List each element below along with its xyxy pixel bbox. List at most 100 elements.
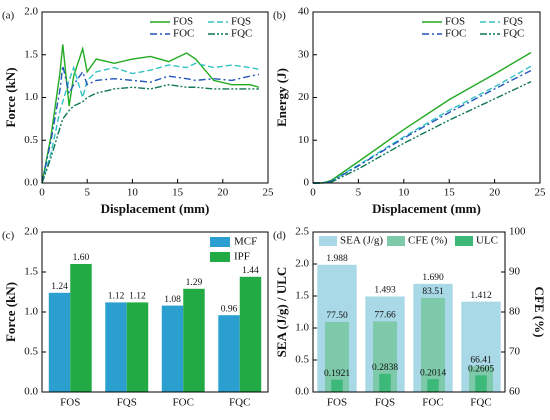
y-tick-label: 1.0 xyxy=(295,322,309,334)
value-label: 1.690 xyxy=(422,273,444,283)
bar xyxy=(70,264,92,392)
legend-label: FQS xyxy=(231,16,251,28)
legend-label: FOS xyxy=(173,16,193,28)
y-tick-label: 0.0 xyxy=(295,386,309,398)
y-tick-label: 1.0 xyxy=(24,91,38,103)
x-tick-label: FQS xyxy=(117,397,137,409)
line xyxy=(41,44,260,184)
bar xyxy=(218,315,240,392)
y-axis-title: Force (kN) xyxy=(3,67,18,127)
value-label: 1.08 xyxy=(164,295,181,305)
x-tick-label: 10 xyxy=(127,187,139,199)
legend-label: IPF xyxy=(234,251,250,263)
bar xyxy=(379,373,391,392)
plot-frame xyxy=(41,231,269,393)
bar xyxy=(161,305,184,392)
legend-swatch xyxy=(210,237,230,247)
y-tick-label: 0.0 xyxy=(24,177,38,189)
bar xyxy=(48,292,71,392)
x-axis-title: Displacement (mm) xyxy=(101,201,210,216)
line xyxy=(41,62,260,184)
y-tick-label: 0 xyxy=(304,177,310,189)
y2-tick-label: 80 xyxy=(509,306,521,318)
plot-frame xyxy=(312,231,506,393)
bar xyxy=(105,302,127,392)
legend-label: ULC xyxy=(476,235,498,247)
value-label: 0.2605 xyxy=(468,365,494,375)
legend-label: FQC xyxy=(231,28,252,40)
bar xyxy=(183,288,205,392)
legend-label: FQS xyxy=(503,16,523,28)
value-label: 66.41 xyxy=(470,356,492,366)
bar xyxy=(475,375,487,392)
legend-label: FOS xyxy=(445,16,465,28)
panel-label: (a) xyxy=(2,10,15,22)
y-tick-label: 2.5 xyxy=(295,226,309,238)
legend-label: FQC xyxy=(503,28,524,40)
legend-swatch xyxy=(210,252,230,262)
bar xyxy=(421,297,445,392)
legend-label: MCF xyxy=(234,236,257,248)
line xyxy=(41,65,260,184)
panel-label: (d) xyxy=(273,230,286,242)
bar xyxy=(331,379,343,392)
value-label: 0.1921 xyxy=(324,369,350,379)
plot-frame xyxy=(312,11,541,184)
bar xyxy=(427,379,439,392)
value-label: 0.96 xyxy=(221,304,238,314)
value-label: 0.2838 xyxy=(372,363,398,373)
value-label: 1.24 xyxy=(51,282,68,292)
y2-tick-label: 100 xyxy=(509,226,526,238)
value-label: 77.50 xyxy=(326,311,348,321)
legend-swatch xyxy=(455,236,473,246)
x-tick-label: FOS xyxy=(327,397,347,409)
x-tick-label: FQS xyxy=(375,397,395,409)
y2-axis-title: CFE (%) xyxy=(532,287,547,338)
x-axis-title: Displacement (mm) xyxy=(372,201,481,216)
y2-tick-label: 70 xyxy=(509,346,521,358)
x-tick-label: 25 xyxy=(535,187,547,199)
x-tick-label: 25 xyxy=(263,187,275,199)
plot-frame xyxy=(41,11,269,184)
y-tick-label: 2.0 xyxy=(295,258,309,270)
panel-label: (b) xyxy=(273,10,286,22)
x-tick-label: 20 xyxy=(489,187,501,199)
legend-swatch xyxy=(319,236,337,246)
y-tick-label: 2.0 xyxy=(24,6,38,18)
x-tick-label: FOC xyxy=(173,397,194,409)
x-tick-label: FOC xyxy=(422,397,443,409)
panel-label: (c) xyxy=(2,230,15,242)
x-tick-label: 5 xyxy=(84,187,90,199)
y2-tick-label: 90 xyxy=(509,266,521,278)
y-tick-label: 1.5 xyxy=(295,290,309,302)
x-tick-label: FOS xyxy=(60,397,80,409)
value-label: 1.12 xyxy=(129,292,146,302)
value-label: 1.44 xyxy=(242,266,259,276)
y-tick-label: 30 xyxy=(298,48,310,60)
value-label: 1.12 xyxy=(108,292,125,302)
y-axis-title: Energy (J) xyxy=(274,68,289,127)
value-label: 0.2014 xyxy=(420,368,446,378)
y-tick-label: 0.5 xyxy=(24,134,38,146)
legend-label: FOC xyxy=(445,28,466,40)
y-tick-label: 1.5 xyxy=(24,266,38,278)
bar xyxy=(126,302,149,392)
y-tick-label: 1.0 xyxy=(24,306,38,318)
x-tick-label: 15 xyxy=(172,187,184,199)
x-tick-label: 15 xyxy=(444,187,456,199)
bar xyxy=(239,276,262,392)
legend-label: CFE (%) xyxy=(408,235,448,247)
legend-label: SEA (J/g) xyxy=(340,235,383,247)
y-tick-label: 0.5 xyxy=(295,354,309,366)
legend-label: FOC xyxy=(173,28,194,40)
x-tick-label: FQC xyxy=(470,397,491,409)
x-tick-label: 0 xyxy=(39,187,45,199)
y-tick-label: 1.5 xyxy=(24,48,38,60)
y-axis-title: Force (kN) xyxy=(3,282,18,342)
value-label: 1.60 xyxy=(73,253,90,263)
y-tick-label: 0.5 xyxy=(24,346,38,358)
y-tick-label: 40 xyxy=(298,6,310,18)
y2-tick-label: 60 xyxy=(509,386,521,398)
value-label: 1.988 xyxy=(326,254,348,264)
line xyxy=(313,65,532,184)
